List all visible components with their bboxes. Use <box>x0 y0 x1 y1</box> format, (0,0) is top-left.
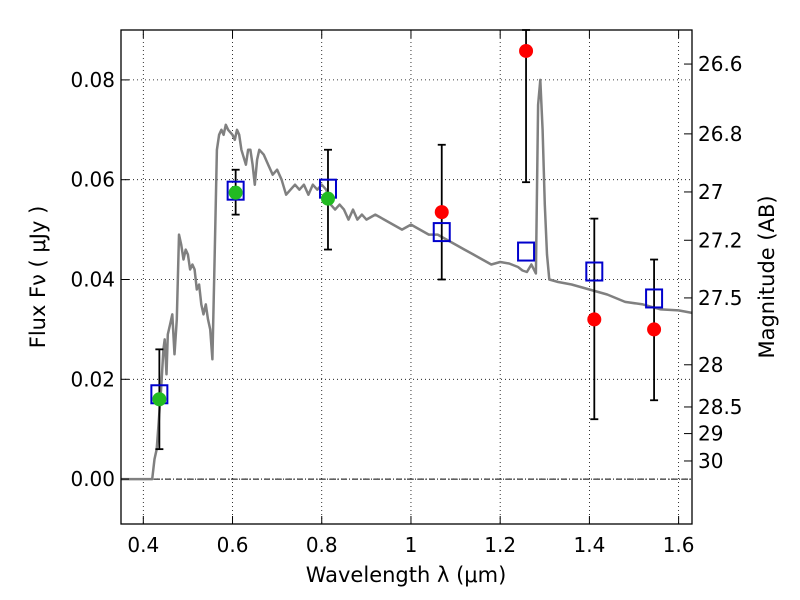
ticks: 0.4 0.6 0.8 1 1.2 1.4 1.6 0.00 0.02 0.04 0.06 0.08 2… <box>70 30 743 557</box>
observed-flux-dot <box>647 322 662 337</box>
x-tick-label: 1.2 <box>484 533 516 557</box>
y2-tick-label: 30 <box>698 449 723 473</box>
y2-tick-label: 29 <box>698 422 723 446</box>
observed-flux-dot <box>434 205 449 220</box>
x-tick-label: 0.8 <box>306 533 338 557</box>
observed-flux-dot <box>320 191 335 206</box>
y2-tick-label: 28 <box>698 353 723 377</box>
y-tick-label: 0.00 <box>70 467 115 491</box>
model-flux-square <box>645 288 664 309</box>
observed-flux-dot <box>228 185 243 200</box>
y2-tick-label: 27.2 <box>698 228 743 252</box>
plot-frame <box>120 29 693 525</box>
y2-tick-label: 28.5 <box>698 395 743 419</box>
y-axis-title: Flux Fν ( μJy ) <box>26 206 50 349</box>
y-tick-label: 0.08 <box>70 68 115 92</box>
model-flux-square <box>517 241 536 262</box>
y2-tick-label: 27 <box>698 180 723 204</box>
x-tick-label: 0.6 <box>217 533 249 557</box>
data-layer <box>121 29 693 481</box>
y2-axis-title: Magnitude (AB) <box>755 195 779 358</box>
x-tick-label: 0.4 <box>127 533 159 557</box>
x-tick-label: 1.4 <box>573 533 605 557</box>
observed-flux-dot <box>519 43 534 58</box>
y2-tick-label: 26.8 <box>698 122 743 146</box>
y2-tick-label: 27.5 <box>698 286 743 310</box>
y-tick-label: 0.06 <box>70 168 115 192</box>
x-tick-label: 1 <box>405 533 418 557</box>
x-axis-title: Wavelength λ (μm) <box>306 563 507 587</box>
y2-tick-label: 26.6 <box>698 52 743 76</box>
model-flux-square <box>226 180 245 201</box>
model-flux-square <box>432 222 451 243</box>
observed-flux-dot <box>587 312 602 327</box>
y-tick-label: 0.02 <box>70 367 115 391</box>
model-flux-square <box>585 261 604 282</box>
grid <box>121 30 692 524</box>
y-tick-label: 0.04 <box>70 267 115 291</box>
model-spectrum-line <box>121 78 693 481</box>
x-tick-label: 1.6 <box>663 533 695 557</box>
observed-flux-dot <box>152 392 167 407</box>
